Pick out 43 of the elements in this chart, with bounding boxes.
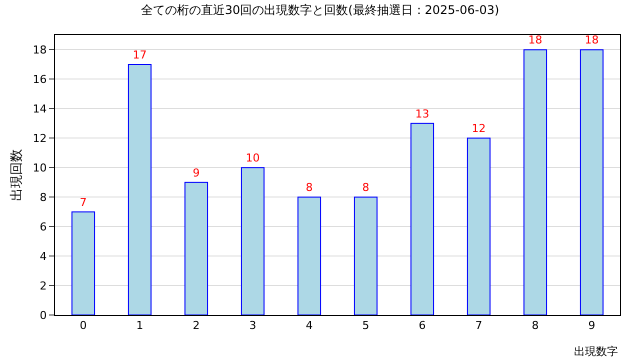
x-tick-label: 5	[362, 319, 370, 332]
bar	[354, 196, 378, 315]
data-label: 18	[528, 34, 542, 47]
x-axis-title: 出現数字	[574, 345, 618, 358]
x-tick-label: 4	[306, 319, 313, 332]
bar	[240, 167, 265, 315]
bar	[297, 196, 322, 315]
bar	[580, 49, 604, 315]
y-tick-label: 16	[32, 73, 47, 86]
x-tick-label: 7	[475, 319, 482, 332]
y-tick-label: 12	[32, 132, 47, 146]
data-label: 12	[472, 122, 486, 136]
y-tick-label: 10	[32, 161, 47, 174]
x-tick-label: 1	[136, 319, 144, 332]
data-label: 17	[132, 48, 147, 62]
bar	[184, 182, 208, 315]
bar	[71, 211, 96, 315]
bar	[410, 122, 434, 315]
bar	[466, 138, 491, 315]
data-label: 8	[362, 181, 370, 194]
data-label: 9	[192, 166, 200, 180]
bar	[128, 64, 152, 315]
y-tick-label: 8	[40, 190, 47, 204]
data-label: 13	[415, 107, 430, 120]
data-label: 7	[80, 196, 87, 209]
x-tick-label: 2	[192, 319, 200, 332]
x-tick-label: 9	[588, 319, 596, 332]
bar	[523, 49, 548, 315]
x-tick-label: 0	[80, 319, 87, 332]
y-tick-label: 2	[40, 279, 47, 292]
x-tick-label: 8	[532, 319, 539, 332]
x-tick-label: 3	[249, 319, 256, 332]
y-tick-label: 18	[32, 44, 47, 57]
data-label: 8	[306, 181, 313, 194]
data-label: 18	[584, 34, 599, 47]
y-tick-label: 4	[40, 250, 47, 263]
y-tick-label: 0	[40, 308, 47, 322]
y-tick-label: 14	[32, 102, 47, 116]
y-tick-label: 6	[40, 220, 47, 234]
data-label: 10	[246, 152, 260, 165]
chart-title: 全ての桁の直近30回の出現数字と回数(最終抽選日：2025-06-03)	[140, 2, 500, 17]
y-axis-title: 出現回数	[10, 149, 25, 201]
x-tick-label: 6	[418, 319, 426, 332]
